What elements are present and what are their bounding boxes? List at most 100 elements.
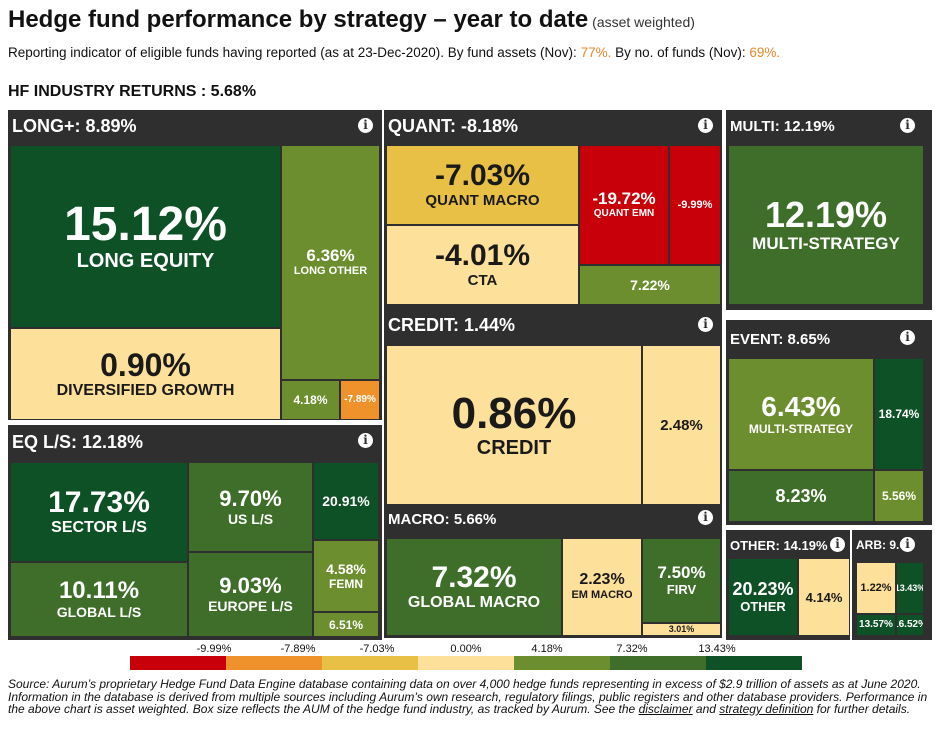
treemap-cell-long-other[interactable]: 6.36% LONG OTHER xyxy=(281,145,380,380)
cell-label: CTA xyxy=(467,272,498,290)
treemap-cell-macro-small[interactable]: 3.01% xyxy=(642,623,721,636)
cell-value: 7.50% xyxy=(657,563,706,583)
cell-value: -9.99% xyxy=(677,198,713,211)
treemap-cell-femn[interactable]: 4.58% FEMN xyxy=(313,540,379,612)
group-header-other: OTHER: 14.19% xyxy=(730,537,828,553)
legend-tick-label: -9.99% xyxy=(196,643,232,655)
cell-label: SECTOR L/S xyxy=(51,518,147,536)
treemap-cell-other-small[interactable]: 4.14% xyxy=(798,558,850,636)
info-icon[interactable]: i xyxy=(900,537,915,552)
treemap-cell-quant-small-b[interactable]: 7.22% xyxy=(579,265,721,305)
treemap-cell-event-small-a[interactable]: 18.74% xyxy=(874,358,924,470)
treemap-cell-diversified-growth[interactable]: 0.90% DIVERSIFIED GROWTH xyxy=(10,328,281,420)
treemap-cell-europe-ls[interactable]: 9.03% EUROPE L/S xyxy=(188,552,313,637)
treemap-cell-quant-emn[interactable]: -19.72% QUANT EMN xyxy=(579,145,669,265)
cell-value: 9.03% xyxy=(219,573,282,599)
reporting-indicator: Reporting indicator of eligible funds ha… xyxy=(8,45,780,60)
reporting-assets-pct: 77%. xyxy=(580,45,612,60)
treemap-cell-credit-small[interactable]: 2.48% xyxy=(642,345,721,505)
group-header-event: EVENT: 8.65% xyxy=(730,330,831,348)
treemap-cell-quant-small-a[interactable]: -9.99% xyxy=(669,145,721,265)
cell-label: QUANT MACRO xyxy=(425,192,540,210)
cell-label: EUROPE L/S xyxy=(208,598,293,615)
info-icon[interactable]: i xyxy=(900,330,915,345)
cell-value: 7.22% xyxy=(630,277,670,293)
treemap-cell-global-ls[interactable]: 10.11% GLOBAL L/S xyxy=(10,562,188,637)
cell-label: FEMN xyxy=(329,576,363,591)
cell-value: -19.72% xyxy=(592,189,656,209)
color-legend xyxy=(130,656,802,670)
legend-tick-label: -7.03% xyxy=(359,643,395,655)
cell-value: -7.89% xyxy=(344,394,376,405)
treemap-cell-eqls-small-b[interactable]: 6.51% xyxy=(313,612,379,637)
cell-label: OTHER xyxy=(740,599,786,615)
cell-value: 0.90% xyxy=(100,346,191,383)
info-icon[interactable]: i xyxy=(698,317,713,332)
treemap-cell-arb-c[interactable]: 13.57% xyxy=(856,614,896,636)
cell-value: 7.32% xyxy=(431,560,517,594)
cell-value: 6.36% xyxy=(306,246,355,266)
reporting-text: Reporting indicator of eligible funds ha… xyxy=(8,45,581,60)
treemap-cell-eqls-small-a[interactable]: 20.91% xyxy=(313,462,379,540)
treemap-cell-arb-d[interactable]: 16.52% xyxy=(896,614,924,636)
treemap-cell-long-small-a[interactable]: 4.18% xyxy=(281,380,340,420)
treemap-cell-event-small-c[interactable]: 5.56% xyxy=(874,470,924,522)
legend-swatch xyxy=(322,656,418,670)
legend-swatch xyxy=(226,656,322,670)
legend-swatch xyxy=(610,656,706,670)
treemap-cell-sector-ls[interactable]: 17.73% SECTOR L/S xyxy=(10,462,188,562)
treemap-cell-cta[interactable]: -4.01% CTA xyxy=(386,225,579,305)
cell-label: CREDIT xyxy=(476,436,552,459)
legend-tick-label: 0.00% xyxy=(450,643,482,655)
cell-label: DIVERSIFIED GROWTH xyxy=(56,381,235,399)
cell-value: -4.01% xyxy=(434,239,531,273)
treemap-cell-long-equity[interactable]: 15.12% LONG EQUITY xyxy=(10,145,281,328)
treemap-cell-em-macro[interactable]: 2.23% EM MACRO xyxy=(562,538,642,636)
cell-value: 16.52% xyxy=(897,619,923,630)
info-icon[interactable]: i xyxy=(830,537,845,552)
chart-title-text: Hedge fund performance by strategy – yea… xyxy=(8,6,589,33)
reporting-funds-pct: 69%. xyxy=(749,45,781,60)
info-icon[interactable]: i xyxy=(698,510,713,525)
treemap-cell-arb-a[interactable]: 1.22% xyxy=(856,562,896,614)
treemap-cell-credit-main[interactable]: 0.86% CREDIT xyxy=(386,345,642,505)
cell-value: 4.58% xyxy=(326,560,366,577)
info-icon[interactable]: i xyxy=(358,118,373,133)
treemap-cell-us-ls[interactable]: 9.70% US L/S xyxy=(188,462,313,552)
cell-label: LONG OTHER xyxy=(293,265,368,278)
info-icon[interactable]: i xyxy=(900,118,915,133)
cell-value: 20.91% xyxy=(322,493,370,509)
treemap-cell-firv[interactable]: 7.50% FIRV xyxy=(642,538,721,623)
treemap-cell-other-main[interactable]: 20.23% OTHER xyxy=(728,558,798,636)
legend-swatch xyxy=(130,656,226,670)
cell-label: MULTI-STRATEGY xyxy=(752,234,900,254)
treemap-cell-long-small-b[interactable]: -7.89% xyxy=(340,380,380,420)
treemap-cell-quant-macro[interactable]: -7.03% QUANT MACRO xyxy=(386,145,579,225)
group-header-arb: ARB: 9.00 xyxy=(856,538,913,553)
treemap-cell-arb-b[interactable]: 13.43% xyxy=(896,562,924,614)
cell-label: GLOBAL L/S xyxy=(56,604,142,621)
group-header-eqls: EQ L/S: 12.18% xyxy=(12,432,144,453)
cell-value: 4.14% xyxy=(805,589,843,605)
info-icon[interactable]: i xyxy=(358,433,373,448)
chart-title: Hedge fund performance by strategy – yea… xyxy=(8,6,695,34)
treemap-cell-event-multi[interactable]: 6.43% MULTI-STRATEGY xyxy=(728,358,874,470)
disclaimer-link[interactable]: disclaimer xyxy=(638,702,693,716)
group-header-multi: MULTI: 12.19% xyxy=(730,117,835,135)
cell-value: 17.73% xyxy=(48,485,150,519)
cell-value: 6.51% xyxy=(328,617,364,632)
cell-label: MULTI-STRATEGY xyxy=(748,421,854,436)
cell-label: QUANT EMN xyxy=(593,208,655,220)
cell-value: 15.12% xyxy=(64,198,227,251)
group-header-macro: MACRO: 5.66% xyxy=(388,510,497,528)
info-icon[interactable]: i xyxy=(698,118,713,133)
treemap-cell-multi-strategy[interactable]: 12.19% MULTI-STRATEGY xyxy=(728,145,924,305)
cell-value: 10.11% xyxy=(58,577,140,605)
cell-value: 13.43% xyxy=(896,582,924,593)
treemap-cell-global-macro[interactable]: 7.32% GLOBAL MACRO xyxy=(386,538,562,636)
treemap-cell-event-small-b[interactable]: 8.23% xyxy=(728,470,874,522)
strategy-definition-link[interactable]: strategy definition xyxy=(719,702,814,716)
cell-label: EM MACRO xyxy=(571,589,633,602)
legend-tick-label: 4.18% xyxy=(531,643,563,655)
legend-tick-label: -7.89% xyxy=(280,643,316,655)
